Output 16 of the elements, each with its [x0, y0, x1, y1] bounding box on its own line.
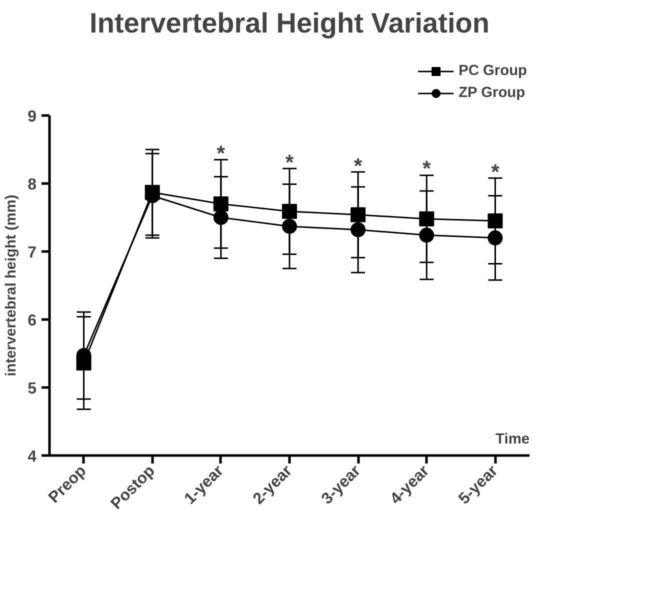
- y-tick-label: 6: [28, 312, 37, 330]
- legend-label: ZP Group: [458, 85, 526, 101]
- annotation: *: [354, 154, 363, 178]
- annotation: *: [422, 156, 432, 181]
- y-axis-title: intervertebral height (mm): [4, 194, 20, 376]
- legend-label: PC Group: [458, 63, 527, 79]
- chart-title: Intervertebral Height Variation: [90, 8, 490, 38]
- x-axis-title: Time: [496, 432, 530, 448]
- y-tick-label: 9: [28, 108, 37, 126]
- y-tick-label: 5: [28, 380, 37, 398]
- annotation: *: [285, 150, 294, 175]
- annotation: *: [491, 160, 500, 184]
- y-tick-label: 8: [28, 176, 37, 194]
- y-tick-label: 7: [28, 244, 37, 262]
- annotation: *: [216, 142, 226, 166]
- y-tick-label: 4: [28, 448, 37, 466]
